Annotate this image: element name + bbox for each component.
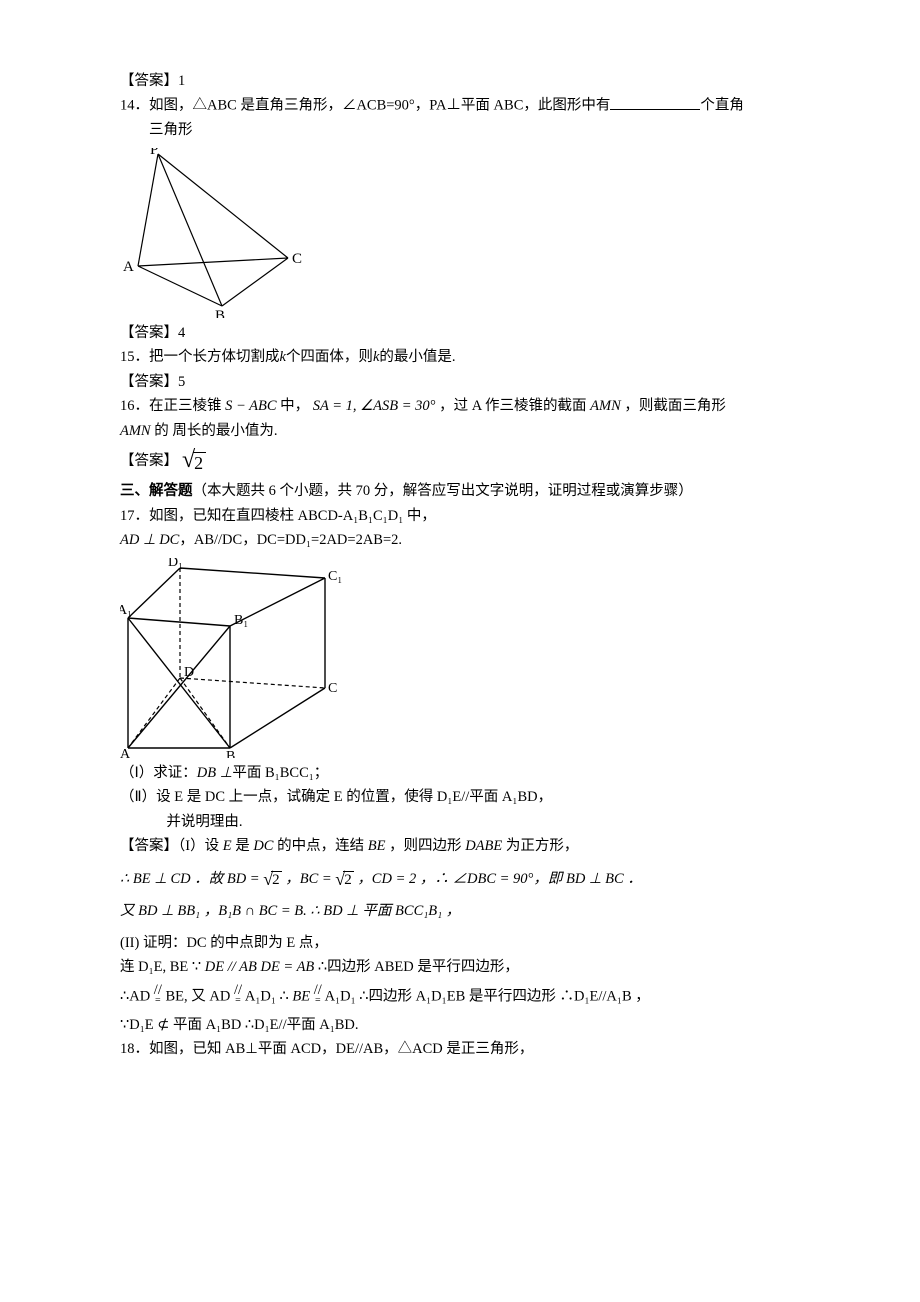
q18-stem: 18．如图，已知 AB⊥平面 ACD，DE//AB，△ACD 是正三角形， bbox=[120, 1038, 800, 1060]
q17-ad-dc: AD ⊥ DC bbox=[120, 532, 179, 548]
q17-DC: DC bbox=[253, 838, 273, 854]
q17-sqrt2-a: √2 bbox=[263, 870, 281, 888]
q17-proof-bc: ，BC = bbox=[285, 871, 331, 887]
q17-p2l3-m1: BE, 又 AD bbox=[165, 988, 230, 1004]
q17-label-B: B bbox=[226, 749, 235, 758]
q16-sqrt2: √2 bbox=[182, 448, 206, 472]
section3-note: （本大题共 6 个小题，共 70 分，解答应写出文字说明，证明过程或演算步骤） bbox=[193, 483, 693, 499]
q15-answer: 【答案】5 bbox=[120, 371, 800, 393]
q17-proof-prefix: ∴ BE ⊥ CD ．故 BD = bbox=[120, 871, 260, 887]
q17-p2l3-be: BE bbox=[292, 988, 310, 1004]
q17-proof2: 又 BD ⊥ BB₁ ，B₁B ∩ BC = B. ∴ BD ⊥ 平面 BCC₁… bbox=[120, 900, 800, 922]
q17-proof-line: ∴ BE ⊥ CD ．故 BD = √2 ，BC = √2 ，CD = 2 ，∴… bbox=[120, 868, 800, 890]
q13-answer: 【答案】1 bbox=[120, 70, 800, 92]
q16-amn2: AMN bbox=[120, 423, 151, 439]
q17-p2l3-pre: ∴AD bbox=[120, 988, 150, 1004]
q17-ans-mid3: ，则四边形 bbox=[389, 838, 462, 854]
q14-label-P: P bbox=[150, 148, 158, 158]
q17-p2l4: ∵D₁E ⊄ 平面 A₁BD ∴D₁E//平面 A₁BD. bbox=[120, 1015, 800, 1036]
q14-figure: P A B C bbox=[120, 148, 800, 318]
q17-part1-prefix: （Ⅰ）求证： bbox=[120, 765, 197, 781]
q17-peq1: //= bbox=[154, 986, 162, 1005]
q17-figure: D₁ C₁ A₁ B₁ D C A B bbox=[120, 558, 800, 758]
q16-l1-mid2: ，过 A 作三棱锥的截面 bbox=[439, 398, 586, 414]
q16-l1-mid: 中， bbox=[280, 398, 309, 414]
q17-label-B1: B₁ bbox=[234, 613, 248, 628]
q17-label-A1: A₁ bbox=[120, 603, 132, 618]
q17-peq3: //= bbox=[314, 986, 322, 1005]
q17-ans-mid1: 是 bbox=[235, 838, 250, 854]
q17-label-C: C bbox=[328, 681, 337, 696]
q17-p2l3-m2: A₁D₁ ∴ bbox=[245, 988, 289, 1004]
q16-line1: 16．在正三棱锥 S − ABC 中， SA = 1, ∠ASB = 30° ，… bbox=[120, 395, 800, 417]
q14-label-A: A bbox=[123, 259, 134, 275]
q17-part2-l1: （Ⅱ）设 E 是 DC 上一点，试确定 E 的位置，使得 D₁E//平面 A₁B… bbox=[120, 786, 800, 808]
q15-suffix: 的最小值是. bbox=[379, 349, 455, 365]
q17-p2l2-pre: 连 D₁E, BE ∵ bbox=[120, 959, 201, 975]
q16-amn: AMN bbox=[590, 398, 621, 414]
q16-sabc: S − ABC bbox=[225, 398, 276, 414]
q16-l2-text: 的 周长的最小值为. bbox=[151, 423, 278, 439]
q17-p2l2: 连 D₁E, BE ∵ DE // AB DE = AB ∴四边形 ABED 是… bbox=[120, 957, 800, 978]
q17-p2l3: ∴AD //= BE, 又 AD //= A₁D₁ ∴ BE //= A₁D₁ … bbox=[120, 986, 800, 1007]
q17-part1: （Ⅰ）求证：DB ⊥平面 B₁BCC₁； bbox=[120, 762, 800, 784]
q17-ans-label: 【答案】（I）设 bbox=[120, 838, 219, 854]
q17-part2-l2: 并说明理由. bbox=[120, 811, 800, 833]
q17-ans-suffix: 为正方形， bbox=[506, 838, 579, 854]
q17-E: E bbox=[223, 838, 232, 854]
q17-sqrt2-b: √2 bbox=[335, 870, 353, 888]
q17-p2l2-suf: ∴四边形 ABED 是平行四边形， bbox=[318, 959, 519, 975]
q14-stem-line2: 三角形 bbox=[120, 119, 800, 141]
q17-BE: BE bbox=[368, 838, 386, 854]
q17-label-D1: D₁ bbox=[168, 558, 183, 570]
section3-title: 三、解答题（本大题共 6 个小题，共 70 分，解答应写出文字说明，证明过程或演… bbox=[120, 480, 800, 502]
q14-stem-line1: 14．如图，△ABC 是直角三角形，∠ACB=90°，PA⊥平面 ABC，此图形… bbox=[120, 94, 800, 117]
q17-proof-cd: ，CD = 2 bbox=[357, 871, 416, 887]
q16-cond: SA = 1, ∠ASB = 30° bbox=[313, 398, 436, 414]
q16-l1-suffix: ，则截面三角形 bbox=[624, 398, 726, 414]
q17-label-D: D bbox=[184, 665, 194, 680]
q15-prefix: 15．把一个长方体切割成 bbox=[120, 349, 280, 365]
q17-part1-suffix: 平面 B₁BCC₁； bbox=[232, 765, 328, 781]
q17-proof-dbc: ，∴ ∠DBC = 90°，即 BD ⊥ BC ． bbox=[420, 871, 642, 887]
q14-label-C: C bbox=[292, 251, 302, 267]
q17-line2: AD ⊥ DC，AB//DC，DC=DD₁=2AD=2AB=2. bbox=[120, 529, 800, 551]
q17-line1: 17．如图，已知在直四棱柱 ABCD-A₁B₁C₁D₁ 中， bbox=[120, 505, 800, 527]
q17-part2-proof-head: (II) 证明：DC 的中点即为 E 点， bbox=[120, 932, 800, 954]
q14-answer: 【答案】4 bbox=[120, 322, 800, 344]
q17-part1-math: DB ⊥ bbox=[197, 765, 233, 781]
q15-mid: 个四面体，则 bbox=[286, 349, 373, 365]
q15-stem: 15．把一个长方体切割成k个四面体，则k的最小值是. bbox=[120, 346, 800, 368]
q16-answer-label: 【答案】 bbox=[120, 450, 178, 472]
q17-label-C1: C₁ bbox=[328, 569, 342, 584]
q17-DABE: DABE bbox=[465, 838, 502, 854]
section3-title-text: 三、解答题 bbox=[120, 483, 193, 499]
q17-ans-mid2: 的中点，连结 bbox=[277, 838, 364, 854]
q17-peq2: //= bbox=[234, 986, 242, 1005]
q17-line2-suffix: ，AB//DC，DC=DD₁=2AD=2AB=2. bbox=[179, 532, 402, 548]
q17-answer-l1: 【答案】（I）设 E 是 DC 的中点，连结 BE ，则四边形 DABE 为正方… bbox=[120, 835, 800, 857]
q16-line2: AMN 的 周长的最小值为. bbox=[120, 420, 800, 442]
q16-l1-prefix: 16．在正三棱锥 bbox=[120, 398, 222, 414]
q14-text: 14．如图，△ABC 是直角三角形，∠ACB=90°，PA⊥平面 ABC，此图形… bbox=[120, 98, 610, 114]
q17-p2l2-m1: DE // AB DE = AB bbox=[205, 959, 315, 975]
q16-answer-row: 【答案】 √2 bbox=[120, 448, 800, 472]
q14-label-B: B bbox=[215, 308, 225, 318]
q17-proof2-text: 又 BD ⊥ BB₁ ，B₁B ∩ BC = B. ∴ BD ⊥ 平面 BCC₁… bbox=[120, 903, 460, 919]
q17-label-A: A bbox=[120, 747, 131, 758]
q14-suffix: 个直角 bbox=[700, 98, 744, 114]
q17-p2l3-m3: A₁D₁ ∴四边形 A₁D₁EB 是平行四边形 ∴D₁E//A₁B ， bbox=[325, 988, 650, 1004]
q14-blank bbox=[610, 94, 700, 110]
